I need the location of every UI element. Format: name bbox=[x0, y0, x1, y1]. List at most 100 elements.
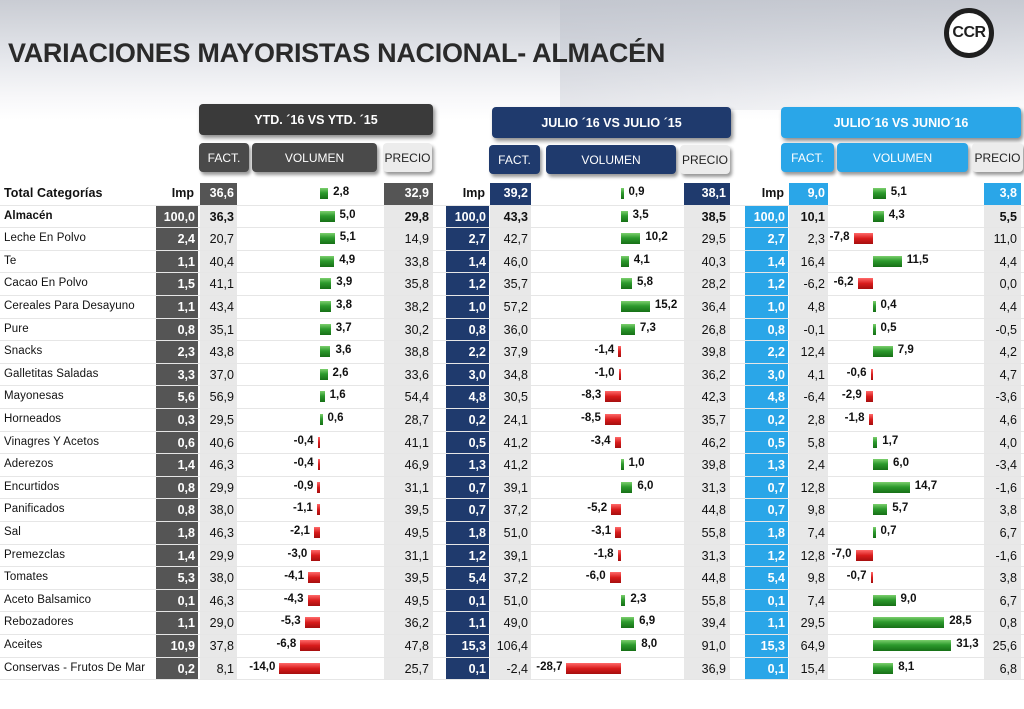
row-2-precio-1: 14,9 bbox=[404, 232, 429, 247]
row-9-imp-1: 5,6 bbox=[177, 390, 195, 405]
row-18-precio-1: 49,5 bbox=[404, 593, 429, 608]
row-19-precio-2: 39,4 bbox=[701, 616, 726, 631]
total-volumen-value-2: 0,9 bbox=[628, 186, 645, 198]
row-9-fact-2: 30,5 bbox=[503, 390, 528, 405]
fact-column-3 bbox=[789, 183, 828, 681]
row-7-imp-3: 2,2 bbox=[767, 345, 785, 360]
row-5-imp-1: 1,1 bbox=[177, 300, 195, 314]
table-row: Tomates 5,3 38,0 -4,1 39,5 5,4 37,2 -6,0 44,8 5,4… bbox=[0, 567, 1024, 590]
row-16-precio-2: 31,3 bbox=[701, 548, 726, 563]
row-15-volumen-bar-3 bbox=[873, 527, 876, 538]
precio-column-1 bbox=[384, 183, 433, 681]
row-15-volumen-bar-1 bbox=[313, 527, 320, 538]
row-14-imp-1: 0,8 bbox=[177, 503, 195, 518]
category-label: Conservas - Frutos De Mar bbox=[4, 661, 146, 674]
row-10-fact-3: 2,8 bbox=[807, 413, 825, 427]
row-8-imp-2: 3,0 bbox=[468, 367, 486, 382]
row-20-fact-3: 64,9 bbox=[800, 639, 825, 653]
category-label: Vinagres Y Acetos bbox=[4, 435, 100, 448]
row-divider bbox=[0, 272, 1024, 274]
row-6-fact-3: -0,1 bbox=[803, 322, 825, 337]
row-18-imp-3: 0,1 bbox=[767, 593, 785, 608]
row-4-precio-2: 28,2 bbox=[701, 277, 726, 292]
row-21-fact-2: -2,4 bbox=[506, 661, 528, 676]
row-13-volumen-bar-1 bbox=[317, 481, 320, 493]
row-1-volumen-value-2: 3,5 bbox=[632, 208, 649, 221]
ccr-logo: CCR bbox=[944, 8, 994, 58]
table-row: Conservas - Frutos De Mar 0,2 8,1 -14,0 25,7… bbox=[0, 658, 1024, 681]
row-9-volumen-value-2: -8,3 bbox=[581, 389, 602, 402]
table-row: Horneados 0,3 29,5 0,6 28,7 0,2 24,1 -8,5 35,7 0,… bbox=[0, 409, 1024, 432]
row-19-imp-3: 1,1 bbox=[767, 616, 785, 631]
row-15-precio-2: 55,8 bbox=[701, 526, 726, 540]
row-6-fact-1: 35,1 bbox=[209, 322, 234, 337]
row-8-precio-1: 33,6 bbox=[404, 367, 429, 382]
row-19-volumen-value-3: 28,5 bbox=[949, 615, 972, 628]
sub-header-volumen-3: VOLUMEN bbox=[837, 143, 968, 172]
row-2-fact-2: 42,7 bbox=[503, 232, 528, 247]
table-row: Aceites 10,9 37,8 -6,8 47,8 15,3 106,4 8,0 91,0 1… bbox=[0, 635, 1024, 658]
row-12-fact-3: 2,4 bbox=[807, 458, 825, 473]
row-19-imp-2: 1,1 bbox=[468, 616, 486, 631]
row-8-volumen-bar-2 bbox=[618, 368, 621, 380]
row-17-imp-3: 5,4 bbox=[767, 571, 785, 586]
table-row: Cacao En Polvo 1,5 41,1 3,9 35,8 1,2 35,7 5,8 28… bbox=[0, 273, 1024, 296]
row-10-volumen-value-2: -8,5 bbox=[581, 412, 601, 424]
category-label: Panificados bbox=[4, 503, 65, 516]
row-2-fact-1: 20,7 bbox=[209, 232, 234, 247]
row-1-volumen-bar-1 bbox=[320, 210, 335, 222]
row-16-fact-2: 39,1 bbox=[503, 548, 528, 563]
row-divider bbox=[0, 430, 1024, 432]
row-9-volumen-bar-1 bbox=[320, 391, 325, 403]
row-2-volumen-value-3: -7,8 bbox=[829, 231, 850, 244]
total-fact-bg-2 bbox=[490, 183, 531, 205]
row-11-volumen-bar-3 bbox=[873, 436, 878, 448]
row-14-imp-3: 0,7 bbox=[767, 503, 785, 518]
row-3-imp-2: 1,4 bbox=[468, 254, 486, 269]
row-13-volumen-bar-2 bbox=[621, 481, 633, 493]
row-4-imp-2: 1,2 bbox=[468, 277, 486, 292]
row-18-volumen-bar-2 bbox=[621, 594, 626, 606]
row-20-fact-2: 106,4 bbox=[496, 639, 528, 653]
row-11-precio-2: 46,2 bbox=[701, 435, 726, 450]
row-13-volumen-value-1: -0,9 bbox=[293, 479, 314, 492]
total-row: Total Categorías Imp 36,6 2,8 32,9 Imp 39,2 0,9… bbox=[0, 183, 1024, 206]
row-16-fact-1: 29,9 bbox=[209, 548, 234, 563]
row-1-volumen-bar-3 bbox=[873, 210, 884, 222]
total-fact-1: 36,6 bbox=[209, 186, 234, 200]
row-19-precio-3: 0,8 bbox=[999, 616, 1017, 631]
total-fact-bg-1 bbox=[200, 183, 237, 205]
row-21-volumen-bar-1 bbox=[279, 662, 320, 674]
row-1-precio-2: 38,5 bbox=[701, 209, 726, 224]
row-1-fact-2: 43,3 bbox=[503, 209, 528, 224]
table-row: Galletitas Saladas 3,3 37,0 2,6 33,6 3,0 34,8 -… bbox=[0, 364, 1024, 387]
row-9-volumen-bar-2 bbox=[605, 391, 621, 403]
row-11-volumen-value-3: 1,7 bbox=[882, 434, 899, 447]
row-9-imp-3: 4,8 bbox=[767, 390, 785, 405]
row-4-volumen-value-2: 5,8 bbox=[637, 276, 654, 289]
row-15-precio-3: 6,7 bbox=[999, 526, 1017, 540]
row-2-volumen-bar-3 bbox=[853, 233, 873, 245]
row-14-volumen-bar-2 bbox=[611, 504, 621, 516]
row-6-imp-2: 0,8 bbox=[468, 322, 486, 337]
row-20-imp-3: 15,3 bbox=[760, 639, 785, 653]
row-10-precio-3: 4,6 bbox=[999, 413, 1017, 427]
row-4-fact-2: 35,7 bbox=[503, 277, 528, 292]
page-title: VARIACIONES MAYORISTAS NACIONAL- ALMACÉN bbox=[8, 38, 666, 68]
row-20-precio-1: 47,8 bbox=[404, 639, 429, 653]
row-6-fact-2: 36,0 bbox=[503, 322, 528, 337]
row-13-imp-1: 0,8 bbox=[177, 480, 195, 495]
row-divider bbox=[0, 543, 1024, 545]
table-row: Aceto Balsamico 0,1 46,3 -4,3 49,5 0,1 51,0 2,3… bbox=[0, 590, 1024, 613]
row-18-imp-2: 0,1 bbox=[468, 593, 486, 608]
imp-column-2 bbox=[446, 205, 489, 681]
row-21-volumen-bar-3 bbox=[873, 662, 894, 674]
row-12-volumen-bar-1 bbox=[317, 459, 320, 471]
row-divider bbox=[0, 475, 1024, 477]
row-14-precio-1: 39,5 bbox=[404, 503, 429, 518]
row-17-imp-2: 5,4 bbox=[468, 571, 486, 586]
row-4-volumen-value-1: 3,9 bbox=[336, 276, 353, 289]
row-20-imp-1: 10,9 bbox=[170, 639, 195, 653]
category-label: Almacén bbox=[4, 209, 53, 222]
row-3-precio-3: 4,4 bbox=[999, 254, 1017, 269]
